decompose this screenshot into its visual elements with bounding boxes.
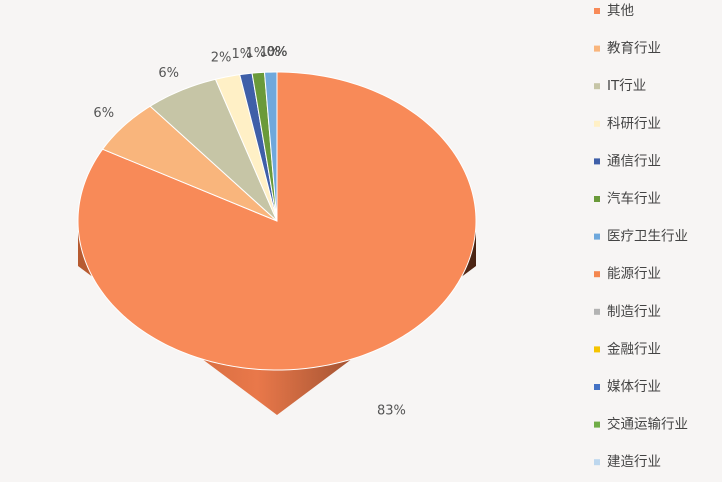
legend-label: 交通运输行业 [607,416,688,433]
data-label: 6% [93,106,114,121]
legend-swatch [594,346,600,353]
legend-swatch [594,8,600,14]
data-label: 0% [267,45,288,60]
legend-label: 媒体行业 [607,379,661,395]
slice [101,105,278,222]
pie-tops [77,71,477,371]
pie-sides [78,221,476,415]
data-label: 1% [260,45,281,60]
legend-label: 科研行业 [607,116,661,132]
legend-swatch [594,196,600,202]
legend-label: 能源行业 [607,266,661,282]
data-label: 0% [267,45,288,60]
data-labels: 83%6%6%2% 1%1%1%0%0%0%0%0%0% [93,45,405,418]
legend-label: 建造行业 [607,454,661,470]
slice [214,74,278,222]
legend-label: 制造行业 [607,304,661,320]
data-label: 2% [211,50,232,65]
data-label: 0% [267,45,288,60]
slice-side [78,221,476,415]
slice [263,71,278,222]
data-label: 0% [267,45,288,60]
legend-label: 通信行业 [607,153,661,169]
legend-label: 金融行业 [607,341,661,357]
legend-label: 其他 [607,3,634,19]
data-label: 0% [267,45,288,60]
legend-swatch [594,45,600,52]
data-label: 83% [377,403,406,418]
legend-swatch [594,421,600,428]
legend-label: IT行业 [607,78,646,94]
legend-swatch [594,158,600,165]
legend-swatch [594,233,600,240]
legend-label: 汽车行业 [607,190,661,207]
legend-swatch [594,459,600,466]
data-label: 1% [246,46,267,61]
legend-swatch [594,271,600,278]
legend-swatch [594,83,600,90]
data-label: 6% [158,66,179,81]
slice [149,78,278,222]
legend-label: 教育行业 [607,41,661,57]
legend-swatch [594,384,600,390]
data-label: 0% [267,45,288,60]
legend-label: 医疗卫生行业 [607,229,688,245]
legend-swatch [594,120,600,127]
data-label: 1% [232,47,253,62]
legend-swatch [594,308,600,315]
